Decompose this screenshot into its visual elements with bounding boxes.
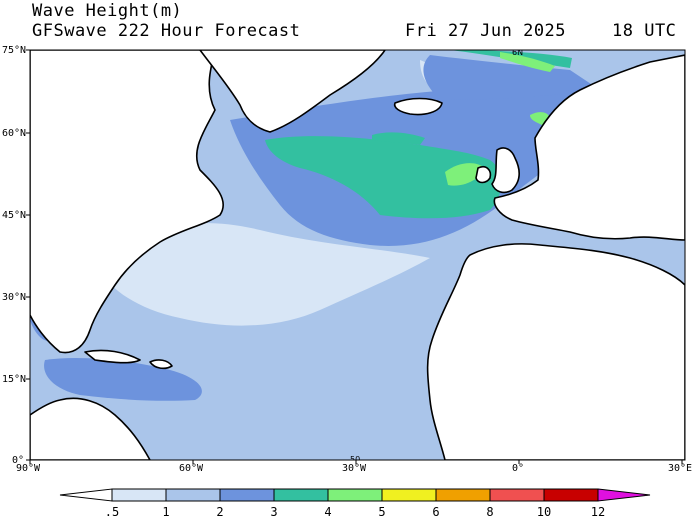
ocean-band-3-4 — [265, 136, 502, 219]
colorbar-segment — [435, 488, 491, 502]
colorbar-segment — [327, 488, 383, 502]
colorbar-label: 4 — [324, 505, 332, 519]
land-south-america — [30, 397, 151, 460]
colorbar-label: 1 — [162, 505, 170, 519]
ocean-band-0-5-1 — [100, 222, 430, 326]
colorbar-label: 8 — [486, 505, 494, 519]
contour-label: 50 — [350, 455, 360, 464]
ocean-band-4-5 — [445, 163, 485, 186]
colorbar-segment — [165, 488, 221, 502]
lat-label-75n: 75°N — [2, 45, 27, 56]
ocean-band-2-3 — [423, 55, 600, 100]
colorbar-segment — [381, 488, 437, 502]
colorbar-label: .5 — [104, 505, 120, 519]
colorbar-label: 2 — [216, 505, 224, 519]
land-hispaniola — [149, 359, 173, 370]
colorbar-label: 3 — [270, 505, 278, 519]
colorbar-label: 6 — [432, 505, 440, 519]
colorbar-label: 12 — [590, 505, 606, 519]
colorbar-segment-high — [597, 488, 651, 502]
lat-label-30n: 30°N — [2, 292, 27, 303]
land-great-britain — [491, 147, 520, 194]
lon-label-0: 0° — [512, 463, 525, 474]
forecast-date: Fri 27 Jun 2025 — [405, 21, 567, 41]
colorbar-segment — [489, 488, 545, 502]
land-north-america — [30, 50, 224, 354]
lat-label-60n: 60°N — [2, 128, 27, 139]
forecast-subtitle: GFSwave 222 Hour Forecast — [32, 21, 301, 41]
ocean-band-4-5 — [500, 52, 555, 72]
lon-label-30e: 30°E — [668, 463, 693, 474]
land-iceland — [393, 97, 443, 116]
ocean-band-3-4 — [372, 132, 425, 145]
lat-label-0: 0° — [12, 455, 25, 466]
forecast-time: 18 UTC — [612, 21, 677, 41]
lon-label-30w: 30°W — [342, 463, 367, 474]
lon-label-60w: 60°W — [179, 463, 204, 474]
map-title: Wave Height(m) — [32, 1, 183, 21]
land-masses — [30, 50, 685, 460]
land-europe — [493, 54, 685, 241]
colorbar-label: 10 — [536, 505, 552, 519]
colorbar-segment — [111, 488, 167, 502]
lat-label-45n: 45°N — [2, 210, 27, 221]
colorbar-segment — [273, 488, 329, 502]
colorbar-label: 5 — [378, 505, 386, 519]
map-frame — [29, 49, 686, 461]
land-cuba — [84, 349, 141, 364]
land-greenland — [199, 50, 386, 133]
colorbar-segment — [219, 488, 275, 502]
colorbar-segment-low — [59, 488, 113, 502]
lon-label-90w: 90°W — [16, 463, 41, 474]
land-ireland — [475, 165, 492, 184]
colorbar-segment — [543, 488, 599, 502]
axis-ticks — [26, 49, 683, 464]
contour-label: 6N — [512, 48, 523, 57]
lat-label-15n: 15°N — [2, 374, 27, 385]
land-africa — [426, 243, 685, 460]
